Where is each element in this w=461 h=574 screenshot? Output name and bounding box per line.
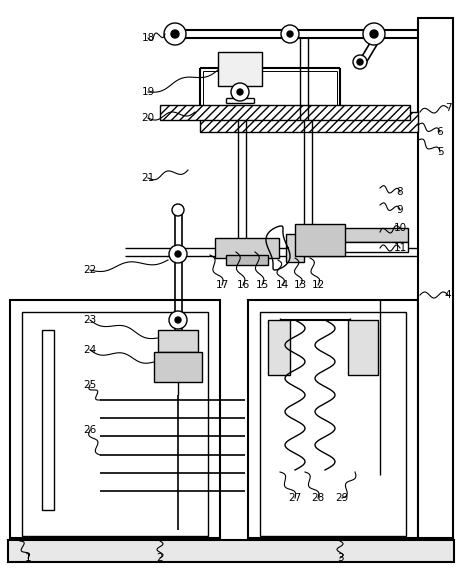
Bar <box>260 312 406 536</box>
Text: 13: 13 <box>293 280 307 290</box>
Text: 16: 16 <box>236 280 249 290</box>
Text: 14: 14 <box>275 280 289 290</box>
Circle shape <box>287 31 293 37</box>
Bar <box>218 52 262 86</box>
Text: 8: 8 <box>396 187 403 197</box>
Circle shape <box>164 23 186 45</box>
Text: 7: 7 <box>445 103 451 113</box>
Text: 3: 3 <box>337 553 343 563</box>
Text: 27: 27 <box>289 493 301 503</box>
Text: 28: 28 <box>311 493 325 503</box>
Text: 9: 9 <box>396 205 403 215</box>
Text: 20: 20 <box>142 113 154 123</box>
Text: 24: 24 <box>83 345 97 355</box>
Text: 19: 19 <box>142 87 154 97</box>
Bar <box>154 352 202 382</box>
Bar <box>226 255 268 265</box>
Text: 4: 4 <box>445 290 451 300</box>
Bar <box>286 234 304 262</box>
Circle shape <box>353 55 367 69</box>
Text: 18: 18 <box>142 33 154 43</box>
Text: 22: 22 <box>83 265 97 275</box>
Bar <box>308 242 408 252</box>
Bar <box>215 238 279 258</box>
Circle shape <box>172 204 184 216</box>
Text: 6: 6 <box>437 127 443 137</box>
Circle shape <box>169 245 187 263</box>
Circle shape <box>281 25 299 43</box>
Circle shape <box>370 30 378 38</box>
Circle shape <box>171 30 179 38</box>
Bar <box>248 300 418 538</box>
Bar <box>308 228 408 242</box>
Bar <box>160 105 410 120</box>
Text: 15: 15 <box>255 280 269 290</box>
Circle shape <box>363 23 385 45</box>
Circle shape <box>357 59 363 65</box>
Bar <box>348 320 378 375</box>
Bar <box>42 330 54 510</box>
Bar <box>200 112 418 132</box>
Bar <box>8 540 454 562</box>
Bar <box>10 300 220 538</box>
Text: 10: 10 <box>393 223 407 233</box>
Text: 21: 21 <box>142 173 154 183</box>
Text: 2: 2 <box>157 553 163 563</box>
Circle shape <box>169 311 187 329</box>
Circle shape <box>175 317 181 323</box>
Bar <box>268 320 290 375</box>
Text: 1: 1 <box>25 553 31 563</box>
Bar <box>295 224 345 256</box>
Text: 25: 25 <box>83 380 97 390</box>
Bar <box>418 18 453 538</box>
Circle shape <box>237 89 243 95</box>
Text: 11: 11 <box>393 243 407 253</box>
Text: 17: 17 <box>215 280 229 290</box>
Bar <box>158 330 198 352</box>
Text: 26: 26 <box>83 425 97 435</box>
Text: 5: 5 <box>437 147 443 157</box>
Circle shape <box>175 251 181 257</box>
Bar <box>22 312 208 536</box>
Text: 12: 12 <box>311 280 325 290</box>
Circle shape <box>231 83 249 101</box>
Text: 23: 23 <box>83 315 97 325</box>
Text: 29: 29 <box>335 493 349 503</box>
